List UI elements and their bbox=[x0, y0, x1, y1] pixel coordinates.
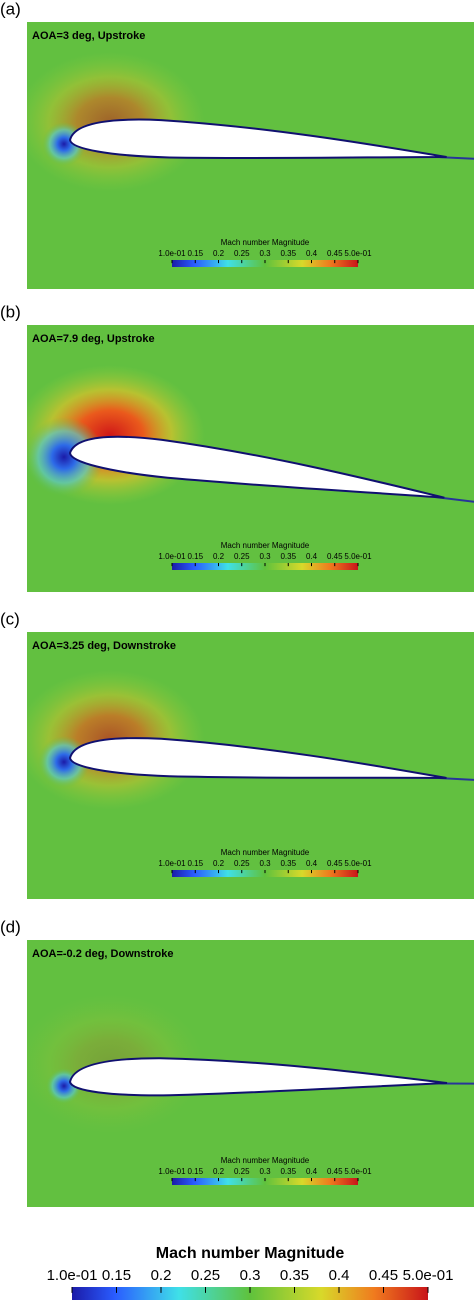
colorbar-tick-label: 0.15 bbox=[187, 859, 203, 868]
colorbar-bar bbox=[172, 563, 358, 570]
panel-label: (c) bbox=[0, 609, 20, 628]
colorbar-tick-label: 0.35 bbox=[280, 552, 296, 561]
colorbar-tick-label: 0.25 bbox=[191, 1267, 220, 1284]
colorbar-title: Mach number Magnitude bbox=[156, 1245, 345, 1262]
panel: AOA=3 deg, Upstroke Mach number Magnitude… bbox=[27, 22, 474, 289]
colorbar-tick-label: 0.35 bbox=[280, 1267, 309, 1284]
colorbar-tick-label: 0.4 bbox=[306, 1167, 318, 1176]
colorbar-tick-label: 0.4 bbox=[306, 552, 318, 561]
colorbar-tick-label: 0.4 bbox=[306, 249, 318, 258]
colorbar-tick-label: 0.15 bbox=[187, 249, 203, 258]
colorbar-tick-label: 0.2 bbox=[213, 552, 225, 561]
wake bbox=[439, 775, 474, 786]
colorbar-tick-label: 0.25 bbox=[234, 859, 250, 868]
colorbar-tick-label: 0.15 bbox=[102, 1267, 131, 1284]
colorbar-bar bbox=[172, 870, 358, 877]
colorbar-title: Mach number Magnitude bbox=[221, 541, 310, 550]
colorbar-tick-label: 0.4 bbox=[306, 859, 318, 868]
colorbar-tick-label: 0.3 bbox=[240, 1267, 261, 1284]
colorbar-tick-label: 0.2 bbox=[213, 859, 225, 868]
colorbar-tick-label: 0.2 bbox=[213, 1167, 225, 1176]
colorbar-bar bbox=[172, 260, 358, 267]
colorbar-tick-label: 0.35 bbox=[280, 249, 296, 258]
airfoil-group bbox=[68, 118, 474, 165]
panel: AOA=7.9 deg, Upstroke Mach number Magnitu… bbox=[27, 325, 474, 592]
colorbar-tick-label: 5.0e-01 bbox=[344, 249, 372, 258]
panel-label: (d) bbox=[0, 917, 21, 936]
colorbar-tick-label: 0.2 bbox=[151, 1267, 172, 1284]
airfoil-group bbox=[68, 435, 474, 511]
panel-label: (b) bbox=[0, 302, 21, 321]
wake bbox=[439, 1080, 474, 1087]
colorbar-tick-label: 5.0e-01 bbox=[344, 552, 372, 561]
airfoil-group bbox=[68, 737, 474, 786]
colorbar-tick-label: 0.3 bbox=[259, 552, 271, 561]
colorbar-tick-label: 0.45 bbox=[327, 552, 343, 561]
colorbar-tick-label: 0.15 bbox=[187, 552, 203, 561]
colorbar-tick-label: 5.0e-01 bbox=[403, 1267, 454, 1284]
colorbar-tick-label: 0.3 bbox=[259, 859, 271, 868]
colorbar-tick-label: 0.3 bbox=[259, 1167, 271, 1176]
colorbar-tick-label: 0.45 bbox=[327, 1167, 343, 1176]
colorbar-tick-label: 0.45 bbox=[327, 249, 343, 258]
colorbar-tick-label: 0.25 bbox=[234, 1167, 250, 1176]
colorbar-tick-label: 0.45 bbox=[369, 1267, 398, 1284]
panel: AOA=-0.2 deg, Downstroke Mach number Magn… bbox=[27, 940, 474, 1207]
colorbar-tick-label: 5.0e-01 bbox=[344, 859, 372, 868]
colorbar-bar bbox=[172, 1178, 358, 1185]
panel: AOA=3.25 deg, Downstroke Mach number Magn… bbox=[27, 632, 474, 899]
colorbar-tick-label: 1.0e-01 bbox=[47, 1267, 98, 1284]
airfoil-group bbox=[68, 1057, 474, 1097]
wake bbox=[437, 494, 474, 511]
stagnation-region bbox=[27, 417, 104, 497]
airfoil bbox=[68, 435, 445, 499]
airfoil bbox=[68, 1057, 448, 1097]
colorbar-tick-label: 0.45 bbox=[327, 859, 343, 868]
panel-annotation: AOA=-0.2 deg, Downstroke bbox=[32, 948, 174, 960]
colorbar-tick-label: 0.25 bbox=[234, 249, 250, 258]
colorbar-tick-label: 5.0e-01 bbox=[344, 1167, 372, 1176]
airfoil bbox=[68, 118, 447, 160]
colorbar-tick-label: 0.15 bbox=[187, 1167, 203, 1176]
colorbar-tick-label: 1.0e-01 bbox=[158, 1167, 186, 1176]
colorbar-tick-label: 1.0e-01 bbox=[158, 249, 186, 258]
colorbar-tick-label: 1.0e-01 bbox=[158, 552, 186, 561]
colorbar-tick-label: 0.35 bbox=[280, 859, 296, 868]
colorbar-tick-label: 0.4 bbox=[329, 1267, 350, 1284]
airfoil bbox=[68, 737, 447, 779]
wake bbox=[439, 154, 474, 165]
colorbar-title: Mach number Magnitude bbox=[221, 848, 310, 857]
panel-annotation: AOA=3.25 deg, Downstroke bbox=[32, 640, 176, 652]
colorbar-tick-label: 0.2 bbox=[213, 249, 225, 258]
colorbar-tick-label: 0.25 bbox=[234, 552, 250, 561]
colorbar-tick-label: 0.35 bbox=[280, 1167, 296, 1176]
panel-annotation: AOA=3 deg, Upstroke bbox=[32, 30, 145, 42]
panel-label: (a) bbox=[0, 0, 21, 18]
panel-annotation: AOA=7.9 deg, Upstroke bbox=[32, 333, 155, 345]
colorbar-tick-label: 0.3 bbox=[259, 249, 271, 258]
colorbar-title: Mach number Magnitude bbox=[221, 1156, 310, 1165]
colorbar-title: Mach number Magnitude bbox=[221, 238, 310, 247]
colorbar-tick-label: 1.0e-01 bbox=[158, 859, 186, 868]
